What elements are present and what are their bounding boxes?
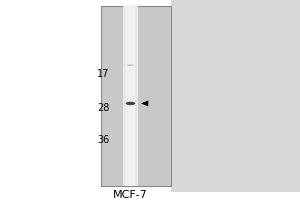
Text: MCF-7: MCF-7 [113,190,148,200]
Bar [0,0,100,192]
Polygon shape [141,100,148,106]
Bar [126,6,135,186]
Text: 28: 28 [97,103,110,113]
Text: 17: 17 [97,69,110,79]
Bar [123,6,138,186]
Bar [171,0,300,192]
Ellipse shape [126,102,135,105]
Bar [100,6,171,186]
Text: 36: 36 [97,135,110,145]
Ellipse shape [127,64,134,66]
